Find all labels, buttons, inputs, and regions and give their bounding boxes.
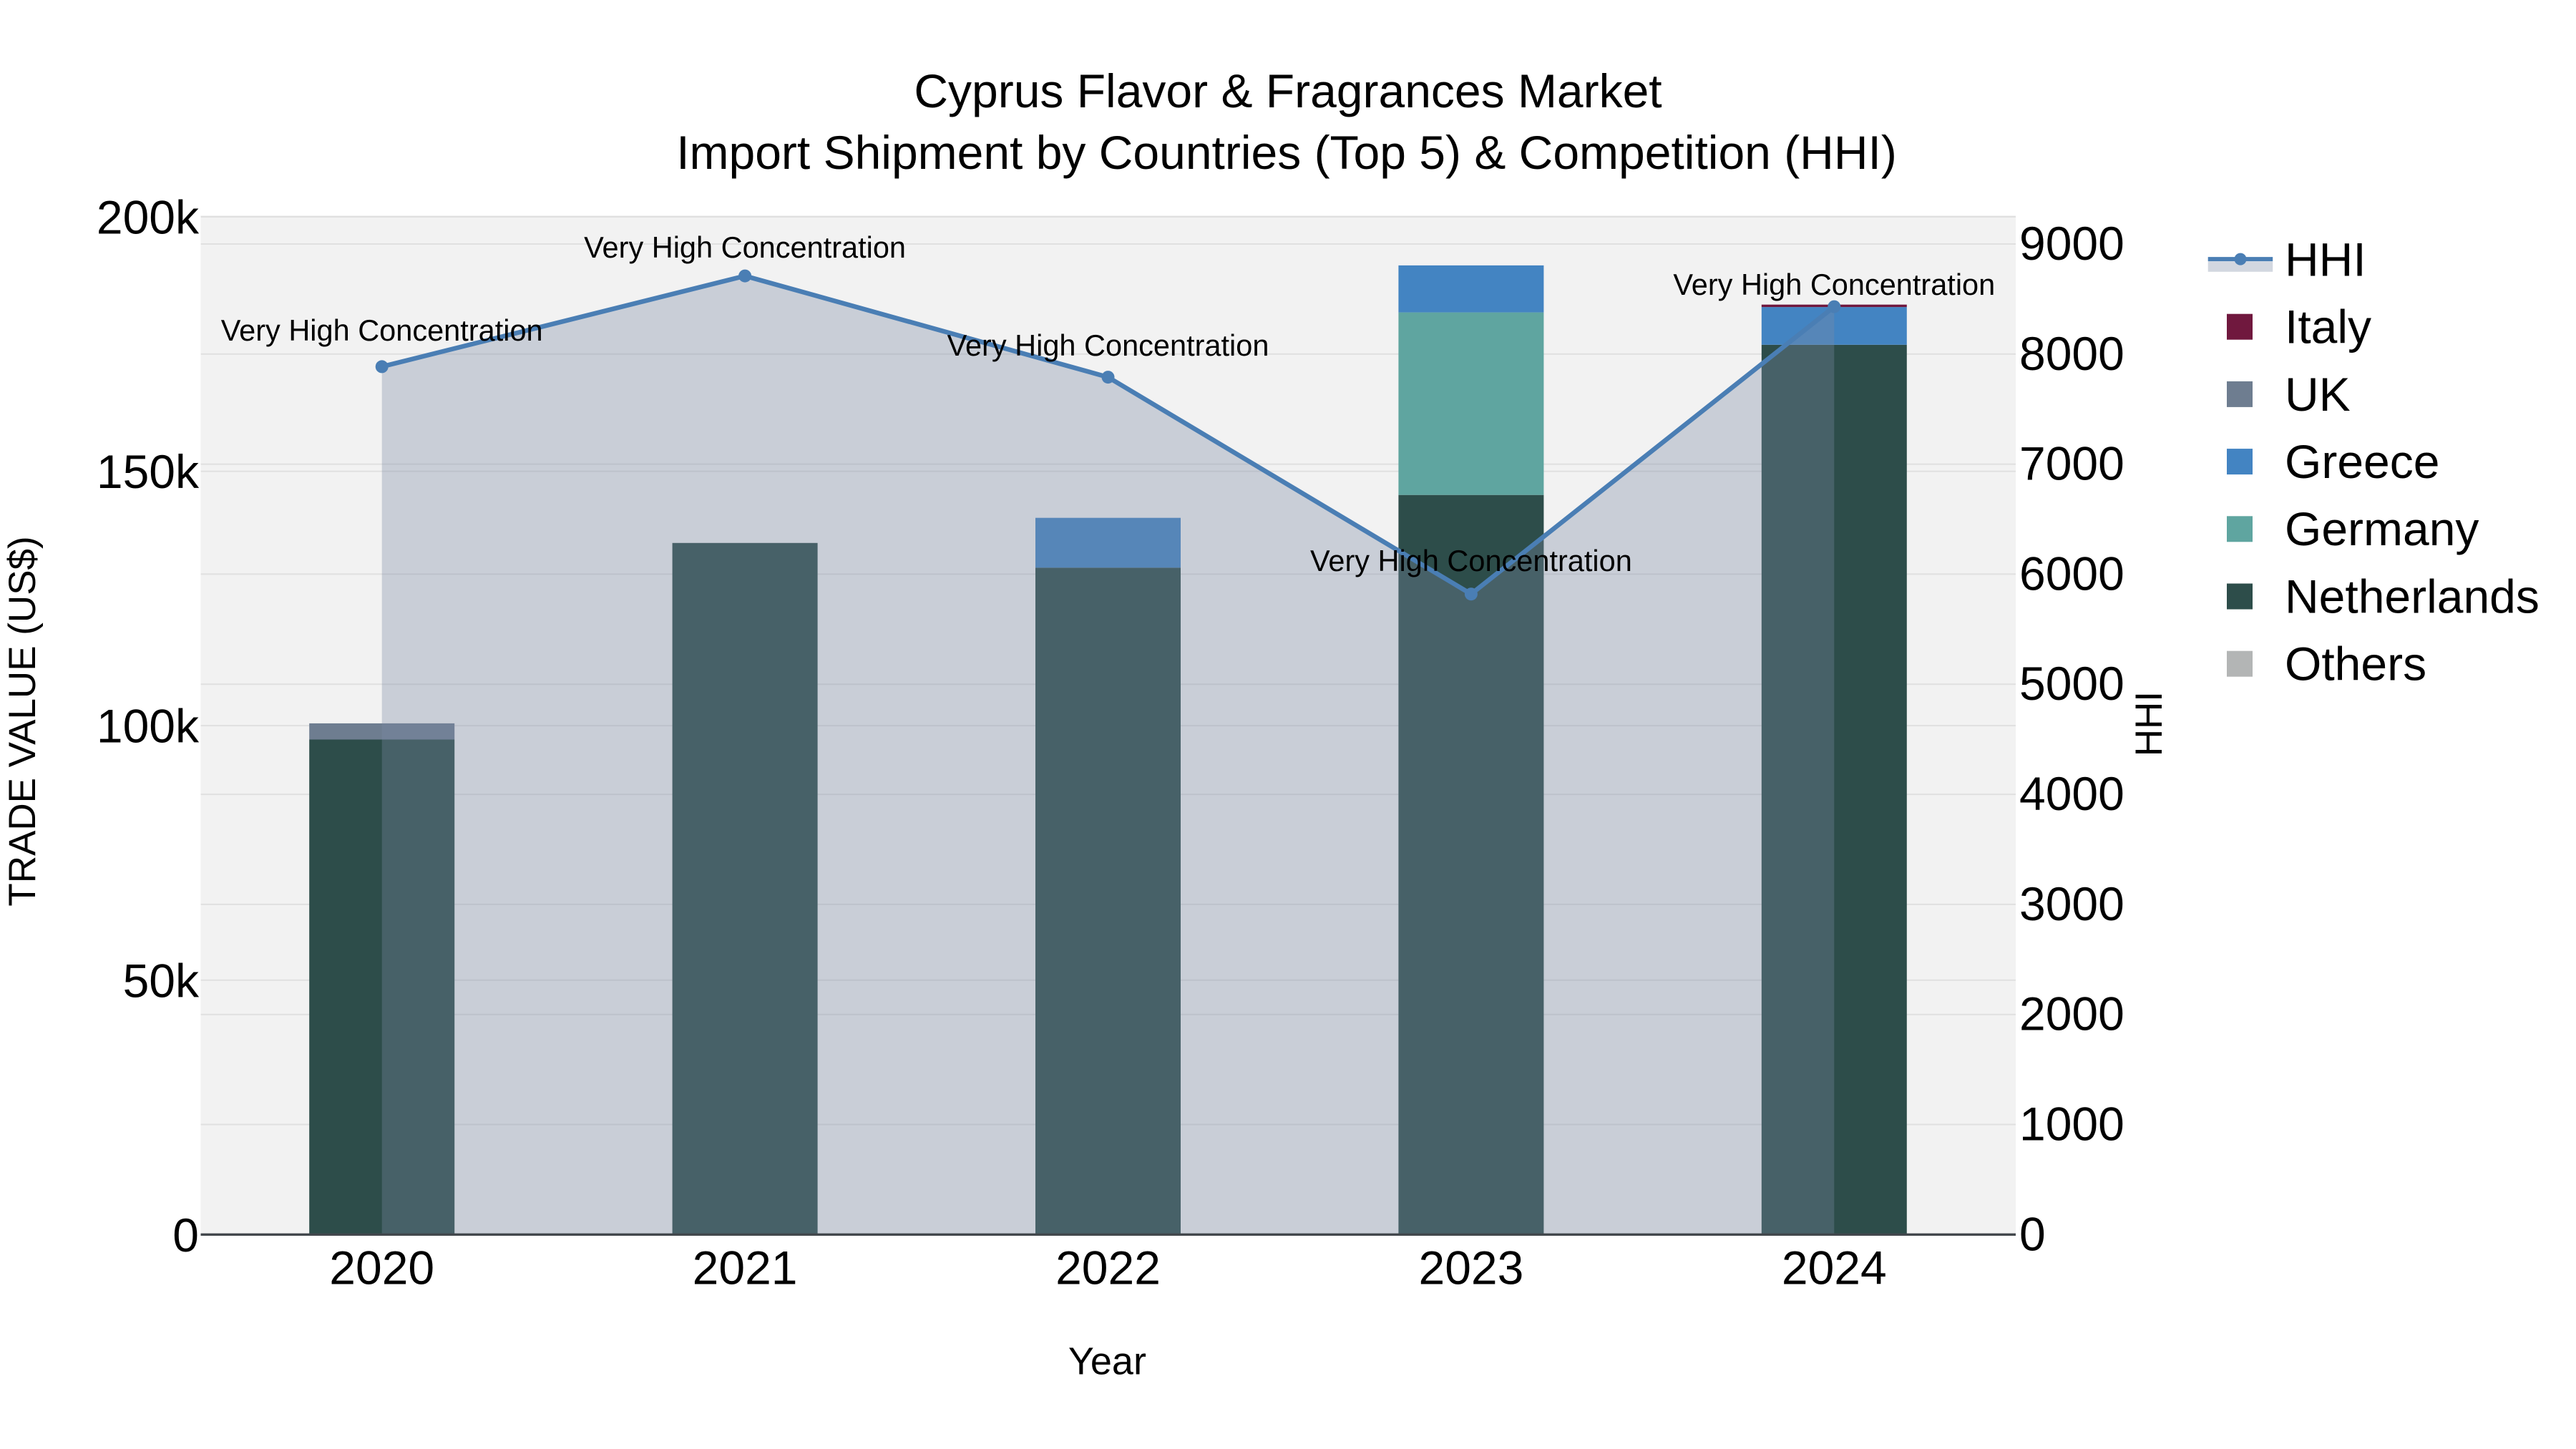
svg-text:0: 0 xyxy=(172,1209,199,1262)
svg-text:7000: 7000 xyxy=(2019,437,2124,490)
svg-text:5000: 5000 xyxy=(2019,657,2124,710)
svg-text:Greece: Greece xyxy=(2285,435,2439,488)
svg-text:Very High Concentration: Very High Concentration xyxy=(1673,268,1995,301)
svg-text:Italy: Italy xyxy=(2285,301,2371,353)
svg-text:8000: 8000 xyxy=(2019,327,2124,380)
svg-text:TRADE VALUE (US$): TRADE VALUE (US$) xyxy=(1,536,44,906)
svg-text:Germany: Germany xyxy=(2285,502,2479,555)
svg-text:4000: 4000 xyxy=(2019,767,2124,820)
svg-text:50k: 50k xyxy=(123,954,200,1007)
svg-text:6000: 6000 xyxy=(2019,547,2124,600)
svg-text:1000: 1000 xyxy=(2019,1098,2124,1151)
svg-text:Cyprus Flavor & Fragrances Mar: Cyprus Flavor & Fragrances Market xyxy=(914,64,1662,117)
svg-text:HHI: HHI xyxy=(2285,233,2366,286)
svg-text:Very High Concentration: Very High Concentration xyxy=(1310,544,1632,577)
svg-text:2023: 2023 xyxy=(1418,1241,1523,1294)
svg-text:100k: 100k xyxy=(97,700,200,753)
svg-text:2020: 2020 xyxy=(329,1241,434,1294)
svg-text:HHI: HHI xyxy=(2128,691,2170,756)
svg-text:Year: Year xyxy=(1068,1340,1146,1383)
svg-text:Very High Concentration: Very High Concentration xyxy=(947,328,1269,362)
svg-text:150k: 150k xyxy=(97,445,200,498)
svg-text:Others: Others xyxy=(2285,638,2426,691)
svg-text:Import Shipment by Countries (: Import Shipment by Countries (Top 5) & C… xyxy=(676,126,1897,179)
svg-text:9000: 9000 xyxy=(2019,217,2124,270)
svg-text:2000: 2000 xyxy=(2019,987,2124,1040)
svg-text:3000: 3000 xyxy=(2019,877,2124,930)
svg-text:2024: 2024 xyxy=(1782,1241,1887,1294)
svg-text:2022: 2022 xyxy=(1055,1241,1161,1294)
svg-text:Very High Concentration: Very High Concentration xyxy=(221,313,543,347)
svg-text:2021: 2021 xyxy=(693,1241,798,1294)
svg-text:200k: 200k xyxy=(97,191,200,244)
svg-text:UK: UK xyxy=(2285,368,2351,421)
svg-text:0: 0 xyxy=(2019,1207,2046,1260)
svg-text:Very High Concentration: Very High Concentration xyxy=(584,230,906,264)
svg-text:Netherlands: Netherlands xyxy=(2285,570,2540,623)
